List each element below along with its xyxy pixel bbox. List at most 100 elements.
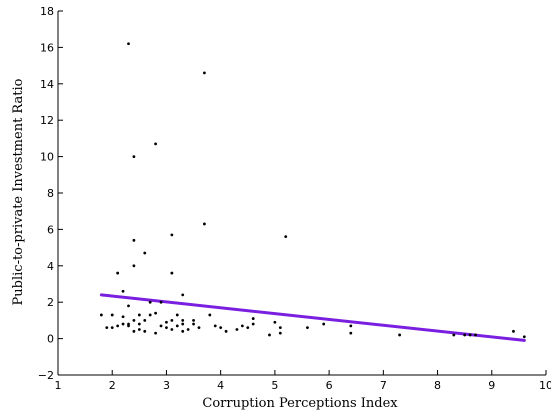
data-point	[306, 326, 309, 330]
x-axis-ticks: 1 2 3 4 5 6 7 8 9 10	[55, 370, 551, 392]
data-point	[159, 324, 163, 328]
data-point	[181, 329, 185, 333]
data-point	[105, 326, 109, 330]
data-point	[143, 251, 147, 255]
data-point	[121, 322, 125, 326]
data-point	[235, 328, 239, 331]
x-tick-label: 3	[163, 379, 170, 392]
x-tick-label: 5	[271, 379, 278, 392]
data-point	[208, 313, 212, 317]
data-point	[181, 322, 185, 326]
y-tick-label: 10	[40, 151, 54, 164]
data-point	[148, 313, 152, 317]
x-tick-label: 10	[539, 379, 551, 392]
data-point	[349, 331, 353, 335]
y-axis-ticks: −2 0 2 4 6 8 10 12 14 16 18	[38, 5, 63, 382]
data-point	[110, 313, 114, 317]
data-point	[121, 289, 125, 293]
data-point	[197, 326, 201, 330]
data-point	[137, 322, 141, 326]
data-point	[251, 322, 255, 326]
data-point	[154, 331, 158, 335]
data-point	[121, 315, 125, 319]
trend-line	[99, 293, 526, 342]
data-point	[170, 328, 174, 331]
data-point	[246, 326, 250, 330]
data-point	[468, 333, 472, 337]
data-point	[181, 319, 185, 322]
x-tick-label: 4	[217, 379, 224, 392]
data-point	[132, 329, 136, 333]
data-point	[165, 320, 168, 324]
data-point	[99, 313, 103, 317]
data-point	[175, 324, 179, 328]
data-point	[170, 319, 174, 322]
data-point	[278, 331, 282, 335]
plot-area	[57, 11, 546, 376]
data-point	[268, 333, 271, 337]
y-tick-label: −2	[38, 369, 54, 382]
data-point	[463, 333, 467, 337]
data-point	[143, 329, 147, 333]
data-point	[181, 293, 185, 297]
data-point	[143, 319, 147, 322]
data-point	[192, 319, 195, 322]
data-point	[110, 326, 114, 330]
x-tick-label: 2	[109, 379, 116, 392]
y-tick-label: 2	[47, 296, 54, 309]
data-point	[148, 300, 152, 304]
data-point	[127, 322, 130, 326]
data-point	[116, 324, 120, 328]
data-point	[186, 328, 190, 331]
data-point	[154, 311, 158, 315]
data-point	[127, 42, 130, 46]
data-point	[284, 235, 288, 239]
x-tick-label: 9	[488, 379, 495, 392]
data-point	[165, 326, 168, 330]
x-axis-title: Corruption Perceptions Index	[202, 396, 398, 411]
data-point	[170, 233, 174, 237]
data-point	[224, 329, 228, 333]
data-point	[474, 333, 477, 337]
data-point	[132, 319, 136, 322]
data-point	[213, 324, 217, 328]
data-points	[99, 42, 526, 339]
y-tick-label: 12	[40, 114, 54, 127]
y-axis-title: Public-to-private Investment Ratio	[11, 78, 26, 305]
data-point	[192, 322, 195, 326]
data-point	[127, 304, 130, 308]
y-tick-label: 4	[47, 260, 54, 273]
data-point	[219, 326, 223, 330]
y-tick-label: 6	[47, 223, 54, 236]
data-point	[203, 71, 206, 75]
data-point	[132, 155, 136, 159]
data-point	[522, 335, 526, 339]
data-point	[175, 313, 179, 317]
data-point	[452, 333, 456, 337]
y-tick-label: 8	[47, 187, 54, 200]
y-tick-label: 0	[47, 333, 54, 346]
data-point	[170, 271, 174, 275]
data-point	[398, 333, 401, 337]
trend-line-group	[99, 293, 526, 342]
x-tick-label: 7	[380, 379, 387, 392]
data-point	[132, 264, 136, 268]
data-point	[349, 324, 353, 328]
data-point	[132, 238, 136, 242]
data-point	[137, 313, 141, 317]
data-point	[116, 271, 120, 275]
y-tick-label: 14	[40, 78, 54, 91]
data-point	[240, 324, 244, 328]
data-point	[273, 320, 277, 324]
y-tick-label: 18	[40, 5, 54, 18]
data-point	[251, 317, 255, 320]
data-point	[203, 222, 206, 226]
data-point	[154, 142, 158, 146]
x-tick-label: 1	[55, 379, 62, 392]
data-point	[322, 322, 326, 326]
data-point	[512, 329, 515, 333]
data-point	[137, 328, 141, 331]
y-tick-label: 16	[40, 41, 54, 54]
data-point	[278, 326, 282, 330]
